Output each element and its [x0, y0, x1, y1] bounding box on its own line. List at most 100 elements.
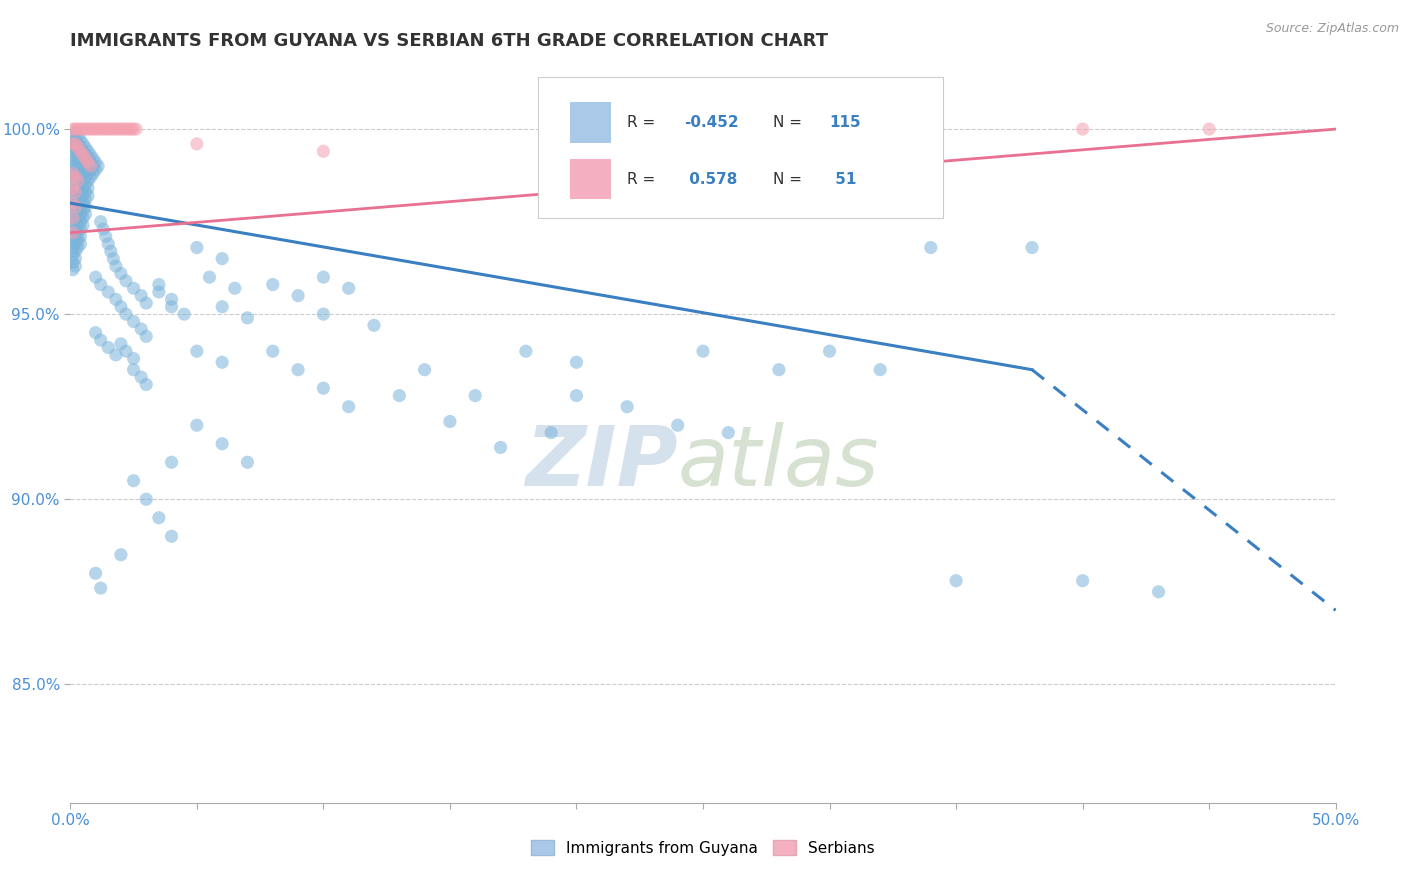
- Point: [115, 274, 138, 288]
- Text: 115: 115: [830, 115, 860, 130]
- Point: [160, 300, 183, 314]
- Point: [91, 222, 114, 236]
- Point: [540, 425, 562, 440]
- Point: [65, 133, 87, 147]
- Point: [75, 207, 97, 221]
- Point: [65, 170, 87, 185]
- Point: [65, 244, 87, 259]
- Point: [312, 381, 335, 395]
- Point: [565, 388, 588, 402]
- Point: [110, 267, 132, 281]
- Point: [97, 285, 120, 299]
- Point: [75, 122, 97, 136]
- Point: [65, 155, 87, 169]
- Point: [129, 322, 152, 336]
- Point: [66, 159, 89, 173]
- Point: [77, 167, 100, 181]
- Point: [224, 281, 246, 295]
- Point: [75, 178, 97, 192]
- Point: [69, 193, 91, 207]
- Point: [666, 418, 689, 433]
- Point: [287, 362, 309, 376]
- Point: [66, 140, 89, 154]
- Point: [84, 326, 107, 340]
- Point: [135, 296, 157, 310]
- Point: [104, 348, 127, 362]
- Point: [65, 170, 87, 185]
- Point: [110, 300, 132, 314]
- Point: [160, 293, 183, 307]
- Point: [65, 122, 87, 136]
- Point: [1071, 122, 1094, 136]
- Point: [115, 122, 138, 136]
- Point: [79, 122, 101, 136]
- Point: [62, 203, 84, 218]
- Point: [65, 200, 87, 214]
- Point: [104, 259, 127, 273]
- Point: [66, 196, 89, 211]
- Point: [75, 193, 97, 207]
- Text: N =: N =: [773, 171, 807, 186]
- Point: [90, 122, 112, 136]
- Point: [79, 148, 101, 162]
- Point: [62, 122, 84, 136]
- Point: [72, 188, 94, 202]
- FancyBboxPatch shape: [571, 159, 610, 200]
- Point: [186, 344, 208, 359]
- Point: [120, 122, 142, 136]
- Point: [65, 126, 87, 140]
- Point: [1021, 241, 1043, 255]
- Point: [62, 226, 84, 240]
- Point: [616, 400, 638, 414]
- Point: [77, 188, 100, 202]
- Point: [135, 492, 157, 507]
- Point: [62, 136, 84, 151]
- Point: [75, 155, 97, 169]
- Point: [62, 233, 84, 247]
- Point: [62, 196, 84, 211]
- Point: [82, 159, 104, 173]
- Point: [72, 196, 94, 211]
- Point: [65, 178, 87, 192]
- Point: [75, 152, 97, 166]
- Text: Source: ZipAtlas.com: Source: ZipAtlas.com: [1265, 22, 1399, 36]
- Point: [82, 167, 104, 181]
- Point: [211, 300, 233, 314]
- Text: IMMIGRANTS FROM GUYANA VS SERBIAN 6TH GRADE CORRELATION CHART: IMMIGRANTS FROM GUYANA VS SERBIAN 6TH GR…: [70, 32, 828, 50]
- Point: [94, 122, 117, 136]
- Point: [69, 236, 91, 251]
- Point: [117, 122, 139, 136]
- Point: [692, 344, 714, 359]
- Point: [65, 222, 87, 236]
- Point: [337, 281, 360, 295]
- Point: [66, 174, 89, 188]
- Point: [160, 455, 183, 469]
- Point: [97, 341, 120, 355]
- Point: [65, 185, 87, 199]
- Point: [66, 211, 89, 225]
- Text: 51: 51: [830, 171, 856, 186]
- Point: [62, 211, 84, 225]
- Point: [72, 219, 94, 233]
- Point: [262, 344, 284, 359]
- Point: [66, 174, 89, 188]
- Point: [69, 122, 91, 136]
- Point: [464, 388, 486, 402]
- Point: [65, 236, 87, 251]
- Point: [69, 148, 91, 162]
- Point: [84, 122, 107, 136]
- Point: [66, 122, 89, 136]
- Point: [717, 425, 740, 440]
- Point: [173, 307, 195, 321]
- Point: [100, 122, 122, 136]
- Point: [62, 159, 84, 173]
- Point: [66, 226, 89, 240]
- Point: [62, 196, 84, 211]
- Point: [312, 307, 335, 321]
- Point: [77, 122, 100, 136]
- Point: [186, 241, 208, 255]
- Point: [69, 229, 91, 244]
- Point: [66, 136, 89, 151]
- Point: [77, 159, 100, 173]
- Point: [75, 148, 97, 162]
